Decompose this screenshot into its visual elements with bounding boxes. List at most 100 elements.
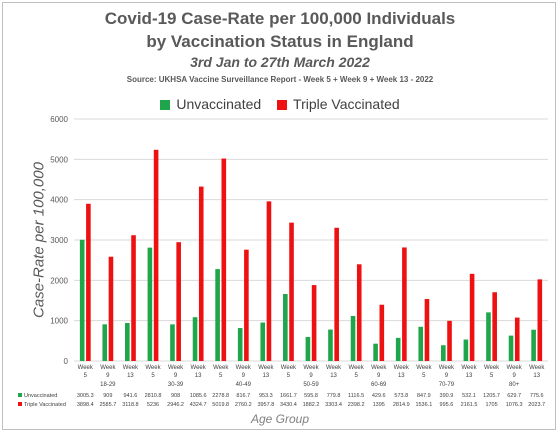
data-label: 573.8 bbox=[394, 393, 408, 399]
legend-item-unvaccinated: Unvaccinated bbox=[160, 96, 261, 112]
data-label: 2946.2 bbox=[167, 402, 184, 408]
chart-source: Source: UKHSA Vaccine Surveillance Repor… bbox=[126, 75, 434, 84]
x-tick-label-number: 13 bbox=[466, 373, 473, 379]
bar-unvaccinated bbox=[283, 293, 288, 361]
data-label: 909 bbox=[103, 393, 112, 399]
x-tick-label-number: 5 bbox=[84, 373, 88, 379]
x-tick-label-number: 13 bbox=[533, 373, 540, 379]
bar-triple bbox=[108, 256, 114, 361]
x-tick-label-number: 9 bbox=[242, 373, 246, 379]
table-key-unvaccinated bbox=[18, 393, 22, 397]
x-tick-label-week: Week bbox=[394, 365, 410, 371]
bar-triple bbox=[86, 203, 91, 361]
data-label: 941.6 bbox=[124, 393, 138, 399]
data-label: 1536.1 bbox=[415, 402, 432, 408]
x-tick-label-number: 13 bbox=[330, 373, 337, 379]
x-tick-label-week: Week bbox=[236, 365, 252, 371]
data-label: 1882.2 bbox=[303, 402, 320, 408]
legend: Unvaccinated Triple Vaccinated bbox=[0, 96, 560, 112]
x-tick-label-week: Week bbox=[78, 365, 94, 371]
x-tick-label-number: 5 bbox=[422, 373, 426, 379]
x-tick-label-week: Week bbox=[484, 365, 500, 371]
table-key-triple bbox=[18, 402, 22, 406]
x-tick-label-week: Week bbox=[416, 365, 432, 371]
y-tick-label: 6000 bbox=[50, 115, 68, 124]
legend-label-unvaccinated: Unvaccinated bbox=[176, 96, 262, 112]
data-label: 5236 bbox=[147, 402, 159, 408]
x-tick-label-number: 13 bbox=[263, 373, 270, 379]
y-tick-label: 3000 bbox=[50, 236, 68, 245]
data-label: 2023.7 bbox=[528, 402, 545, 408]
data-label: 3898.4 bbox=[77, 402, 94, 408]
data-label: 3005.3 bbox=[77, 393, 94, 399]
x-tick-label-week: Week bbox=[439, 365, 455, 371]
bar-triple bbox=[244, 249, 249, 361]
x-axis-label: Age Group bbox=[250, 412, 310, 426]
x-tick-label-number: 13 bbox=[398, 373, 405, 379]
data-label: 3303.4 bbox=[325, 402, 342, 408]
chart-frame bbox=[2, 2, 556, 430]
x-tick-label-number: 13 bbox=[195, 373, 202, 379]
x-tick-label-number: 5 bbox=[490, 373, 494, 379]
data-label: 3957.8 bbox=[257, 402, 274, 408]
chart-subtitle: 3rd Jan to 27th March 2022 bbox=[190, 54, 370, 70]
bar-unvaccinated bbox=[79, 239, 85, 361]
y-tick-label: 1000 bbox=[50, 317, 68, 326]
data-label: 1116.5 bbox=[348, 393, 364, 399]
bar-triple bbox=[176, 242, 181, 361]
x-tick-label-number: 9 bbox=[309, 373, 313, 379]
x-tick-label-week: Week bbox=[303, 365, 319, 371]
x-tick-label-week: Week bbox=[371, 365, 387, 371]
data-label: 908 bbox=[171, 393, 180, 399]
data-label: 4324.7 bbox=[190, 402, 207, 408]
bar-unvaccinated bbox=[328, 329, 333, 361]
x-tick-label-number: 9 bbox=[377, 373, 381, 379]
chart-title-line2: by Vaccination Status in England bbox=[146, 32, 414, 51]
legend-swatch-unvaccinated bbox=[160, 100, 171, 110]
data-label: 2161.5 bbox=[461, 402, 478, 408]
x-group-label: 30-39 bbox=[168, 382, 184, 388]
bar-unvaccinated bbox=[125, 323, 130, 361]
bar-unvaccinated bbox=[441, 345, 446, 361]
x-tick-label-number: 9 bbox=[512, 373, 516, 379]
y-tick-label: 5000 bbox=[50, 155, 68, 164]
bar-unvaccinated bbox=[373, 343, 378, 361]
x-tick-label-week: Week bbox=[326, 365, 342, 371]
bar-unvaccinated bbox=[486, 312, 491, 361]
x-tick-label-week: Week bbox=[529, 365, 545, 371]
data-label: 2398.2 bbox=[348, 402, 365, 408]
bar-triple bbox=[356, 264, 362, 361]
x-tick-label-number: 5 bbox=[287, 373, 291, 379]
y-tick-label: 4000 bbox=[50, 196, 68, 205]
bar-triple bbox=[469, 273, 475, 361]
bar-unvaccinated bbox=[531, 329, 536, 361]
bar-triple bbox=[131, 235, 136, 361]
data-label: 3118.8 bbox=[122, 402, 138, 408]
bar-unvaccinated bbox=[305, 336, 311, 361]
bar-unvaccinated bbox=[237, 328, 243, 361]
x-tick-label-week: Week bbox=[145, 365, 161, 371]
data-label: 1395 bbox=[373, 402, 385, 408]
x-group-label: 40-49 bbox=[236, 382, 252, 388]
data-label: 3430.4 bbox=[280, 402, 297, 408]
bar-triple bbox=[198, 186, 204, 361]
data-label: 1205.7 bbox=[483, 393, 500, 399]
x-tick-label-number: 9 bbox=[445, 373, 449, 379]
x-tick-label-number: 5 bbox=[219, 373, 223, 379]
bar-triple bbox=[266, 201, 272, 361]
x-group-label: 18-29 bbox=[100, 382, 116, 388]
bar-triple bbox=[447, 320, 452, 361]
data-label: 953.3 bbox=[259, 393, 273, 399]
bar-triple bbox=[311, 285, 317, 361]
bar-unvaccinated bbox=[508, 335, 514, 361]
bar-triple bbox=[537, 279, 543, 361]
x-tick-label-week: Week bbox=[168, 365, 184, 371]
data-label: 2278.8 bbox=[212, 393, 229, 399]
data-label: 995.6 bbox=[440, 402, 454, 408]
x-tick-label-week: Week bbox=[507, 365, 523, 371]
data-label: 816.7 bbox=[236, 393, 250, 399]
bar-triple bbox=[289, 222, 294, 361]
bar-unvaccinated bbox=[147, 247, 153, 361]
data-label: 390.9 bbox=[440, 393, 454, 399]
